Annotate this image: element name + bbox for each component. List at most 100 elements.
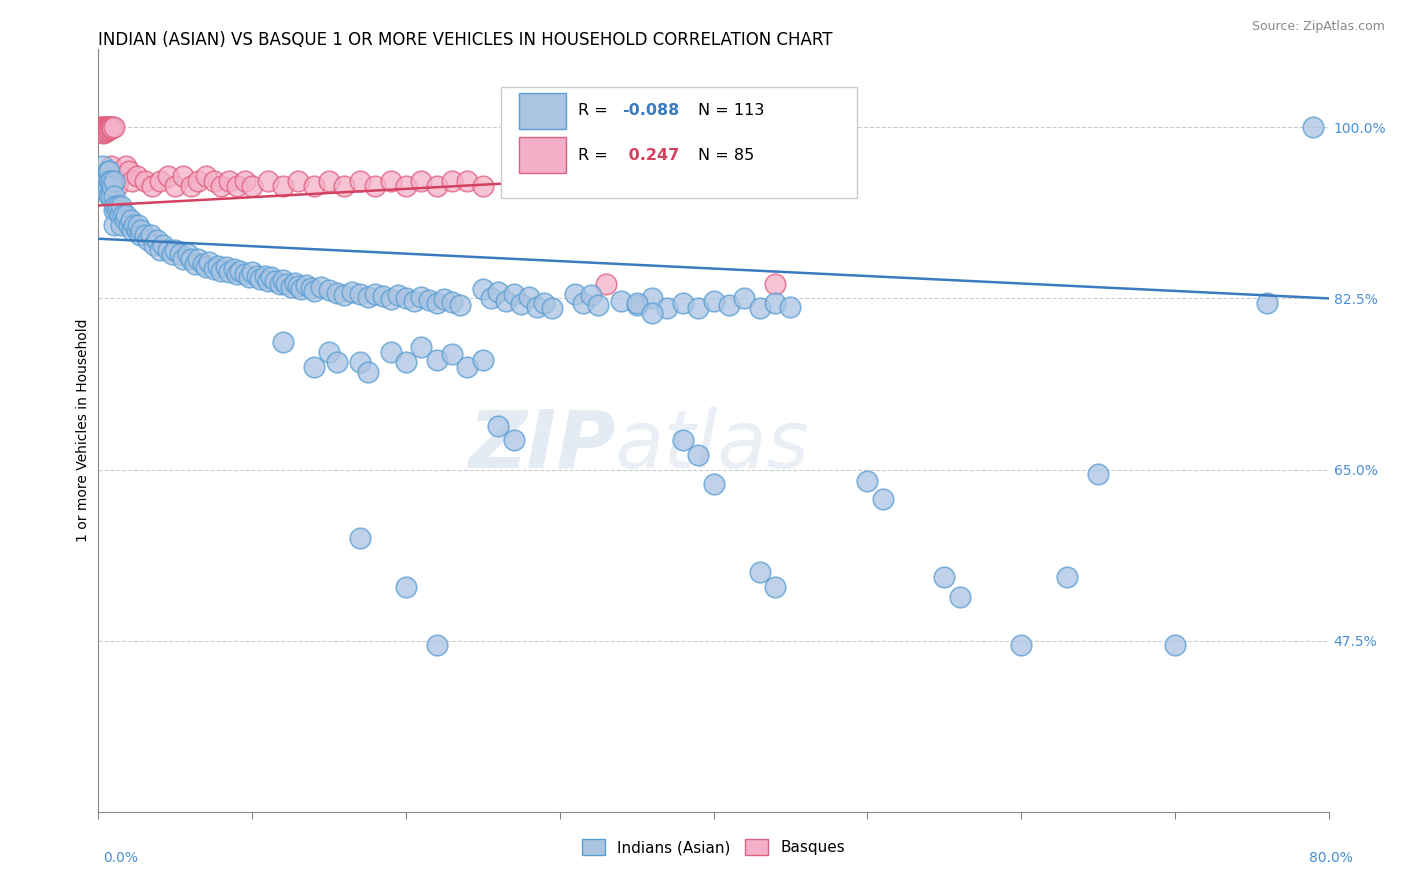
Point bbox=[134, 174, 156, 188]
Point bbox=[97, 121, 120, 136]
Point bbox=[91, 123, 114, 137]
Point bbox=[471, 178, 494, 193]
Point bbox=[165, 178, 187, 193]
Point bbox=[246, 268, 269, 283]
Point bbox=[238, 269, 260, 284]
Point bbox=[90, 120, 112, 135]
Point bbox=[856, 475, 879, 489]
Point bbox=[541, 301, 564, 315]
Point bbox=[207, 259, 229, 273]
Point bbox=[380, 345, 402, 359]
Point bbox=[572, 296, 595, 310]
Point bbox=[198, 255, 221, 269]
Point bbox=[318, 283, 340, 297]
Point bbox=[456, 174, 478, 188]
Point bbox=[949, 590, 972, 604]
Point bbox=[657, 301, 679, 315]
Point bbox=[426, 353, 449, 368]
Point bbox=[287, 174, 309, 188]
Point bbox=[371, 289, 394, 303]
Point bbox=[98, 121, 121, 136]
Text: 0.0%: 0.0% bbox=[103, 851, 138, 865]
Point bbox=[90, 123, 112, 137]
Point bbox=[717, 298, 740, 312]
Point bbox=[280, 279, 302, 293]
Point bbox=[269, 277, 291, 291]
Point bbox=[211, 178, 233, 193]
Point bbox=[94, 124, 117, 138]
Point bbox=[395, 355, 418, 369]
Point bbox=[156, 243, 179, 257]
Point bbox=[502, 287, 524, 301]
Point bbox=[333, 288, 356, 302]
Point bbox=[1010, 639, 1032, 653]
Point bbox=[100, 188, 122, 202]
Point bbox=[479, 292, 502, 306]
Point bbox=[610, 294, 633, 309]
Point bbox=[340, 285, 363, 299]
Point bbox=[94, 123, 117, 137]
Point bbox=[98, 188, 121, 202]
Point bbox=[121, 174, 143, 188]
Point bbox=[129, 227, 152, 242]
Point bbox=[233, 174, 256, 188]
Point bbox=[318, 174, 340, 188]
Point bbox=[101, 121, 124, 136]
Point bbox=[595, 277, 617, 291]
Point bbox=[202, 174, 225, 188]
Point bbox=[134, 227, 156, 242]
FancyBboxPatch shape bbox=[519, 136, 565, 173]
Point bbox=[240, 178, 263, 193]
Point bbox=[110, 218, 132, 232]
Text: INDIAN (ASIAN) VS BASQUE 1 OR MORE VEHICLES IN HOUSEHOLD CORRELATION CHART: INDIAN (ASIAN) VS BASQUE 1 OR MORE VEHIC… bbox=[98, 31, 832, 49]
Point bbox=[256, 274, 278, 288]
Point bbox=[100, 121, 122, 136]
Point bbox=[1056, 570, 1078, 584]
Point bbox=[97, 123, 120, 137]
Point bbox=[146, 233, 169, 247]
Point bbox=[356, 290, 378, 304]
Point bbox=[94, 120, 117, 135]
Point bbox=[169, 247, 191, 261]
Point bbox=[380, 293, 402, 307]
Point bbox=[763, 296, 786, 310]
Point bbox=[127, 218, 149, 232]
Point bbox=[426, 296, 449, 310]
Point bbox=[93, 121, 115, 136]
Point bbox=[287, 278, 309, 293]
Point bbox=[486, 285, 509, 299]
Point bbox=[110, 198, 132, 212]
Point bbox=[733, 292, 755, 306]
Point bbox=[934, 570, 956, 584]
Point bbox=[202, 262, 225, 277]
Point bbox=[152, 237, 174, 252]
Point bbox=[641, 292, 664, 306]
Point bbox=[101, 169, 124, 184]
FancyBboxPatch shape bbox=[501, 87, 858, 198]
Point bbox=[779, 300, 801, 314]
Point bbox=[184, 257, 207, 271]
Point bbox=[91, 124, 114, 138]
Text: N = 113: N = 113 bbox=[697, 103, 763, 119]
Point bbox=[93, 120, 115, 135]
Point bbox=[284, 276, 307, 290]
Point bbox=[149, 174, 172, 188]
Point bbox=[748, 301, 770, 315]
Point bbox=[90, 122, 112, 136]
Point bbox=[142, 237, 165, 252]
Point bbox=[94, 122, 117, 136]
Point bbox=[1302, 120, 1324, 135]
Point bbox=[93, 123, 115, 137]
Point bbox=[225, 267, 247, 281]
Point bbox=[100, 120, 122, 135]
Point bbox=[107, 198, 129, 212]
Point bbox=[172, 169, 194, 184]
Point bbox=[141, 178, 163, 193]
Point bbox=[118, 218, 141, 232]
Point bbox=[533, 296, 555, 310]
Point bbox=[349, 174, 371, 188]
Point bbox=[100, 160, 122, 174]
Point bbox=[471, 282, 494, 296]
Point bbox=[91, 120, 114, 135]
Point bbox=[456, 359, 478, 374]
